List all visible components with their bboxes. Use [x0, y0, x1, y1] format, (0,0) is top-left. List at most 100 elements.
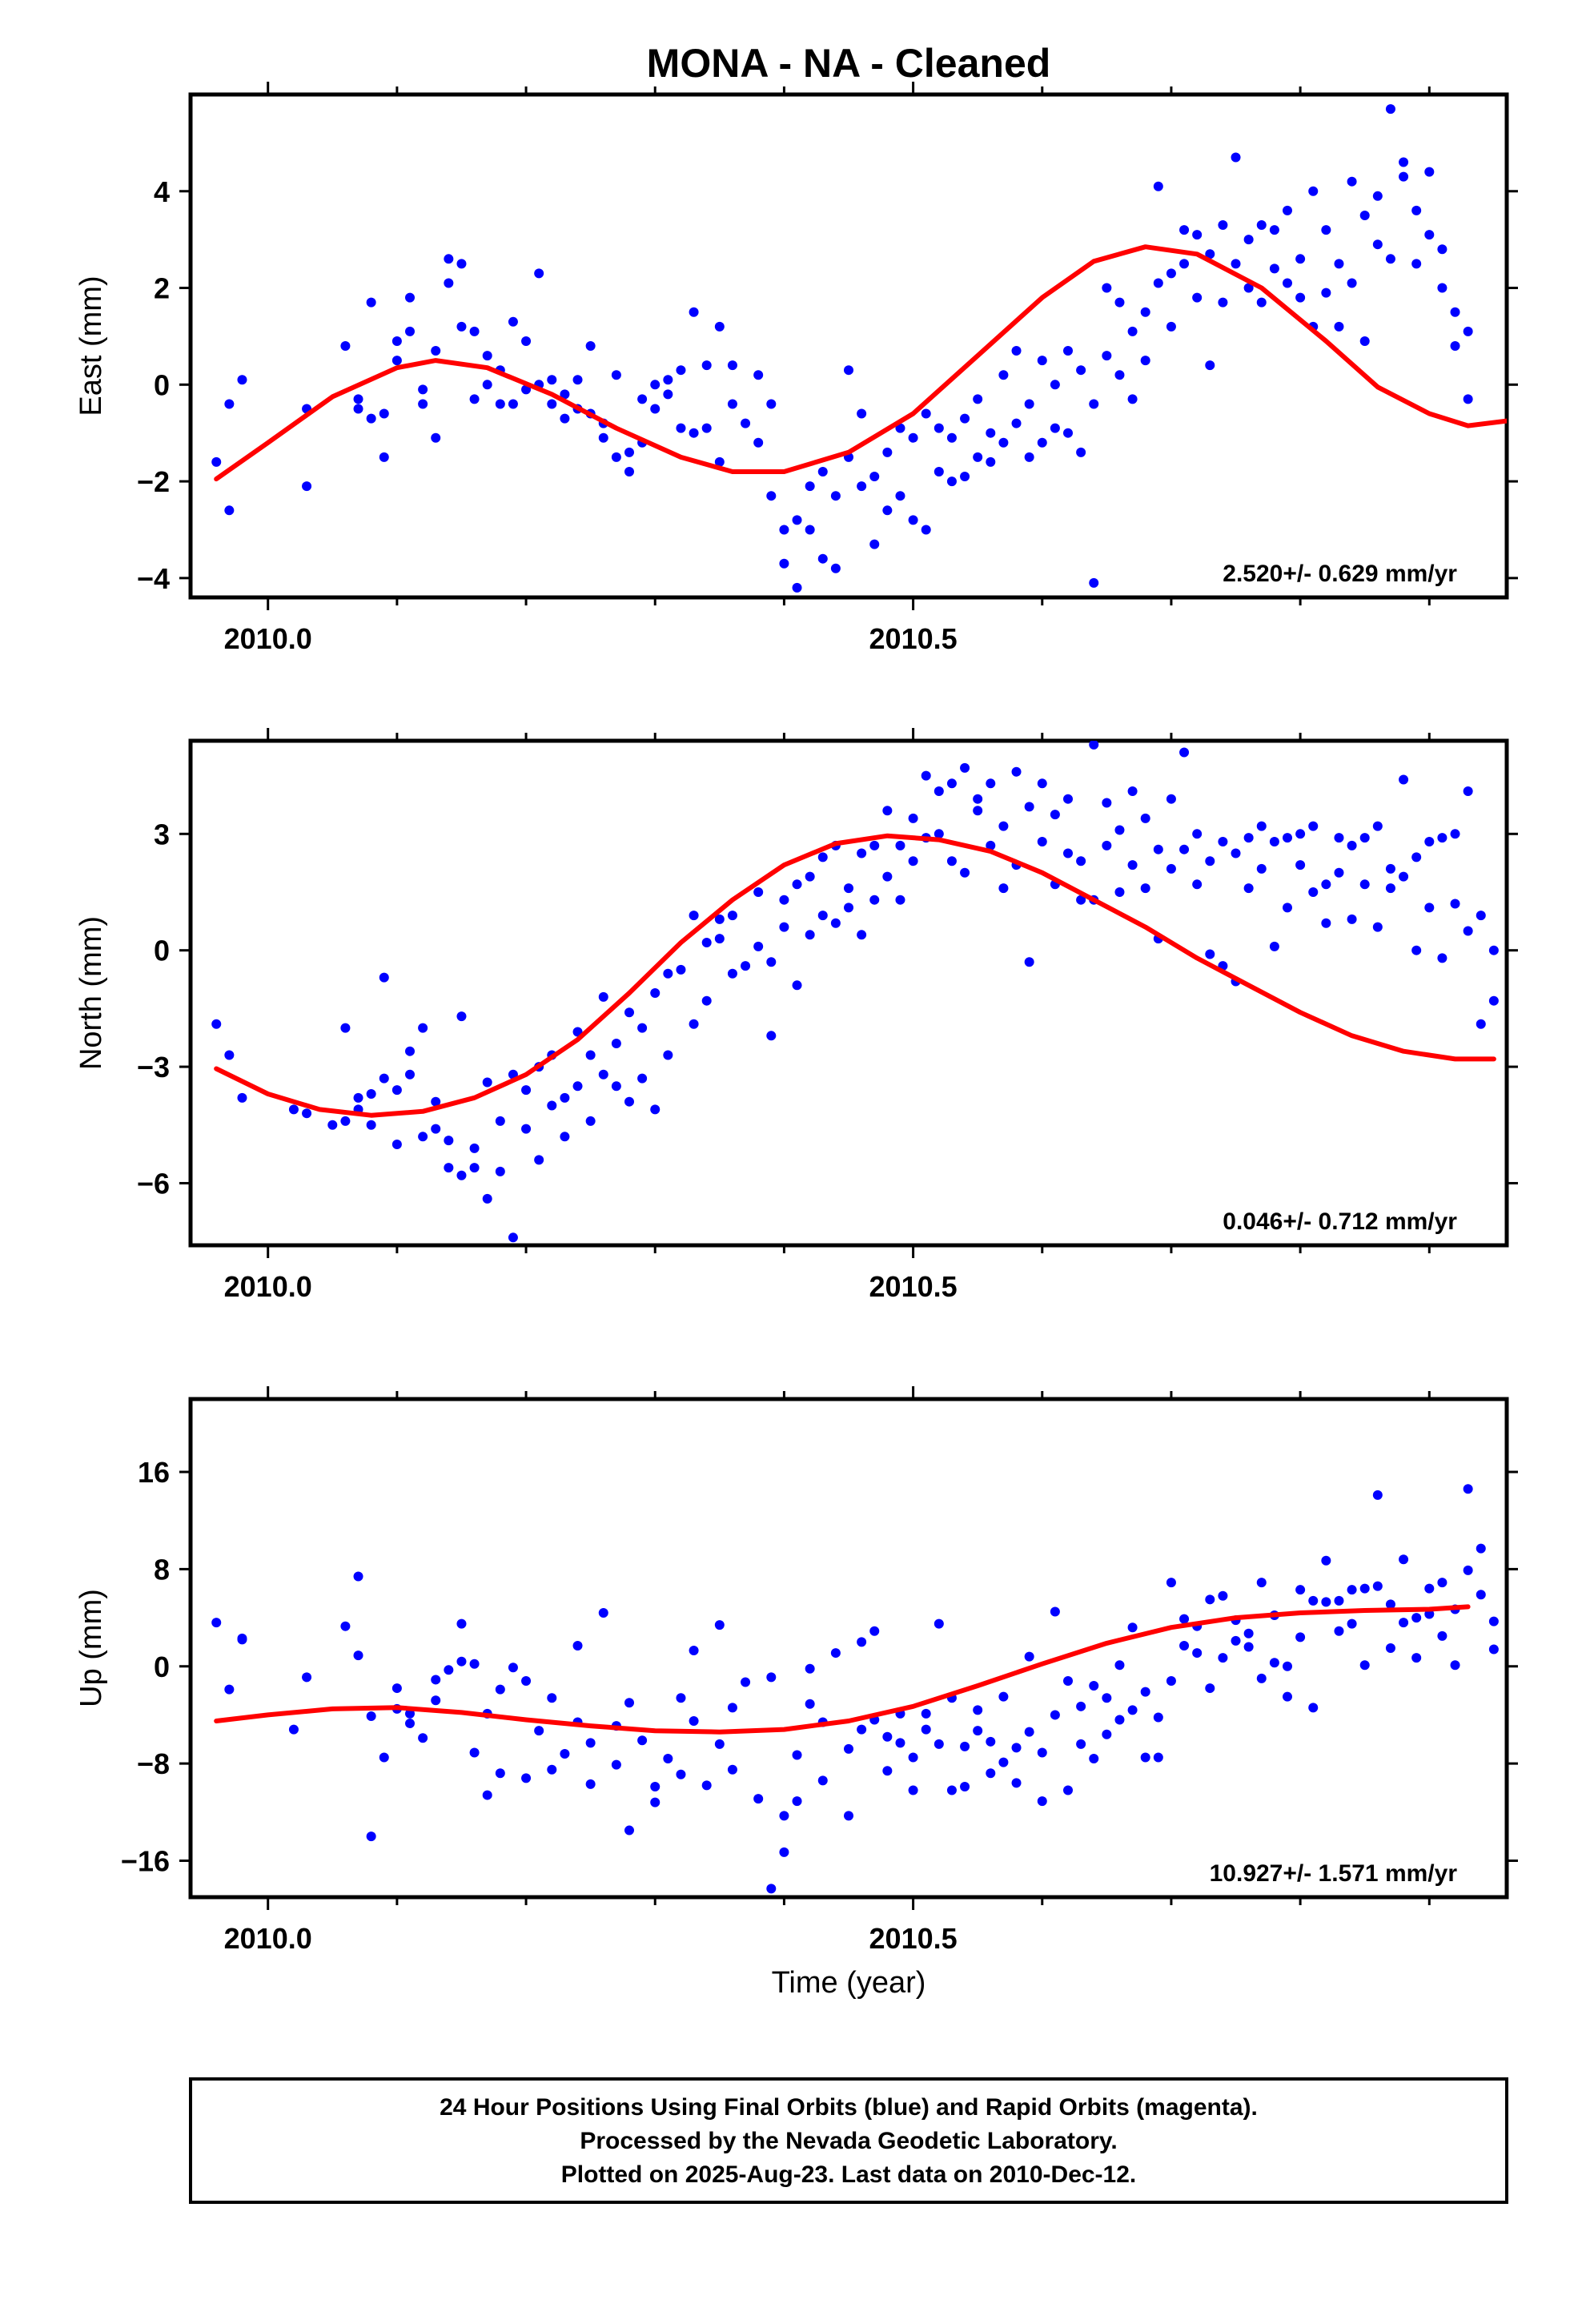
- north-observation-point: [1050, 810, 1060, 820]
- up-observation-point: [1050, 1606, 1060, 1617]
- north-observation-point: [560, 1092, 570, 1103]
- east-observation-point: [1334, 321, 1344, 332]
- up-observation-point: [585, 1779, 596, 1789]
- up-observation-point: [1205, 1594, 1215, 1605]
- north-observation-point: [1334, 833, 1344, 843]
- east-observation-point: [560, 389, 570, 400]
- footer-line-1: 24 Hour Positions Using Final Orbits (bl…: [440, 2094, 1258, 2121]
- east-observation-point: [1089, 577, 1099, 588]
- up-observation-point: [676, 1693, 686, 1703]
- east-panel: −4 −2 0 2 4 2010.0 2010.5 East (mm) 2.520+/- 0.6…: [74, 82, 1518, 655]
- up-observation-point: [1037, 1747, 1047, 1758]
- east-observation-point: [431, 432, 441, 443]
- up-observation-point: [741, 1677, 751, 1687]
- north-observation-point: [1321, 918, 1331, 928]
- up-observation-point: [1372, 1490, 1383, 1500]
- up-observation-point: [1399, 1554, 1409, 1565]
- east-observation-point: [1127, 394, 1138, 404]
- north-observation-point: [521, 1085, 532, 1096]
- north-observation-point: [689, 911, 699, 921]
- east-observation-point: [650, 404, 661, 414]
- east-observation-point: [1424, 167, 1435, 177]
- north-observation-point: [1063, 848, 1073, 858]
- up-observation-point: [766, 1884, 777, 1894]
- up-observation-point: [1450, 1660, 1460, 1671]
- east-observation-point: [637, 394, 648, 404]
- east-observation-point: [1050, 423, 1060, 433]
- up-observation-point: [431, 1675, 441, 1685]
- north-observation-point: [405, 1069, 415, 1080]
- up-observation-point: [1424, 1583, 1435, 1594]
- north-observation-point: [1166, 794, 1176, 804]
- east-observation-point: [1089, 399, 1099, 409]
- north-observation-point: [1450, 829, 1460, 839]
- north-observation-point: [1179, 747, 1190, 758]
- north-observation-point: [1437, 833, 1447, 843]
- north-observation-point: [302, 1108, 312, 1119]
- north-observation-point: [766, 1031, 777, 1041]
- north-observation-point: [1476, 1019, 1486, 1029]
- up-observation-point: [1114, 1660, 1125, 1671]
- east-observation-point: [986, 456, 996, 467]
- up-observation-point: [908, 1752, 918, 1763]
- north-observation-point: [1063, 794, 1073, 804]
- up-y-tick-label: 16: [138, 1456, 170, 1489]
- north-observation-point: [1347, 840, 1357, 850]
- east-observation-point: [1424, 230, 1435, 240]
- up-observation-point: [1076, 1739, 1086, 1749]
- up-observation-point: [1334, 1626, 1344, 1636]
- east-observation-point: [366, 413, 376, 424]
- up-y-tick-label: −16: [121, 1844, 170, 1877]
- east-observation-point: [547, 375, 557, 385]
- up-observation-point: [1231, 1635, 1241, 1646]
- east-observation-point: [1153, 278, 1163, 288]
- north-observation-point: [379, 1073, 389, 1084]
- up-observation-point: [792, 1750, 802, 1760]
- north-observation-point: [1166, 863, 1176, 874]
- north-observation-point: [495, 1116, 505, 1126]
- east-y-tick-label: −2: [137, 465, 170, 498]
- north-observation-point: [1114, 825, 1125, 835]
- east-y-tick-label: 4: [154, 175, 170, 208]
- north-observation-point: [998, 883, 1009, 894]
- east-observation-point: [585, 341, 596, 351]
- north-observation-point: [1283, 833, 1292, 843]
- east-observation-point: [444, 278, 454, 288]
- up-observation-point: [456, 1656, 467, 1667]
- north-observation-point: [1321, 879, 1331, 890]
- north-observation-point: [1076, 856, 1086, 866]
- up-observation-point: [1295, 1585, 1306, 1595]
- north-observation-point: [857, 930, 867, 940]
- north-observation-point: [1372, 821, 1383, 831]
- north-observation-point: [1076, 895, 1086, 905]
- east-observation-point: [663, 375, 673, 385]
- north-observation-point: [456, 1170, 467, 1180]
- up-observation-point: [1011, 1743, 1022, 1753]
- east-observation-point: [1166, 268, 1176, 279]
- east-observation-point: [1024, 452, 1034, 462]
- north-observation-point: [418, 1132, 428, 1142]
- north-observation-point: [444, 1163, 454, 1173]
- east-observation-point: [598, 432, 608, 443]
- up-observation-point: [1102, 1693, 1112, 1703]
- north-observation-point: [469, 1163, 480, 1173]
- north-observation-point: [1463, 926, 1473, 936]
- north-observation-point: [1283, 903, 1292, 913]
- up-observation-point: [882, 1766, 893, 1776]
- north-observation-point: [611, 1039, 621, 1048]
- up-observation-point: [960, 1741, 970, 1751]
- north-observation-point: [1037, 837, 1047, 846]
- east-observation-point: [1450, 341, 1460, 351]
- east-observation-point: [1359, 210, 1370, 220]
- north-observation-point: [1127, 860, 1138, 870]
- footer-line-2: Processed by the Nevada Geodetic Laborat…: [580, 2128, 1117, 2154]
- north-observation-point: [869, 840, 880, 850]
- up-observation-point: [521, 1773, 532, 1783]
- up-observation-point: [1347, 1618, 1357, 1629]
- north-observation-point: [224, 1050, 235, 1060]
- north-observation-point: [211, 1019, 222, 1029]
- up-observation-point: [1359, 1660, 1370, 1671]
- up-observation-point: [585, 1738, 596, 1748]
- north-observation-point: [844, 883, 853, 894]
- north-observation-point: [624, 1007, 634, 1018]
